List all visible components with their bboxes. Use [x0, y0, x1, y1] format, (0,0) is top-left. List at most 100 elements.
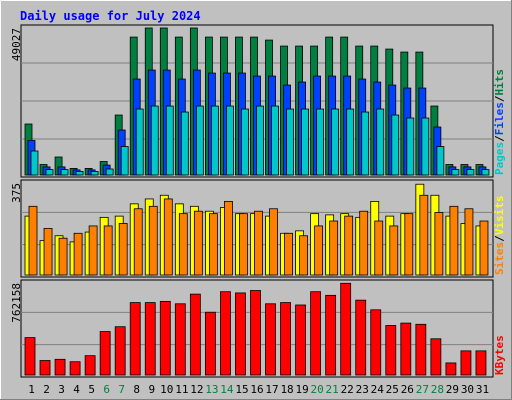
day-label-22: 22	[341, 383, 354, 396]
bar-sites-day-14	[224, 200, 233, 276]
bar-kbytes-day-4	[69, 361, 81, 376]
day-label-20: 20	[311, 383, 324, 396]
bar-sites-day-3	[58, 237, 68, 276]
bar-kbytes-day-29	[445, 362, 457, 376]
bar-kbytes-day-5	[84, 355, 96, 376]
bar-kbytes-day-15	[235, 292, 246, 376]
day-label-26: 26	[401, 383, 414, 396]
legend-entry: Sites	[493, 242, 506, 275]
bar-sites-day-17	[269, 208, 278, 276]
panel-legend: Sites/Visits	[493, 196, 506, 276]
bar-pages-day-31	[481, 169, 490, 176]
panel-legend: Pages/Files/Hits	[493, 69, 506, 175]
bar-sites-day-26	[404, 213, 414, 276]
day-label-27: 27	[416, 383, 429, 396]
bar-sites-day-27	[419, 194, 429, 276]
bar-pages-day-15	[241, 108, 249, 176]
bar-sites-day-12	[193, 210, 203, 276]
day-label-21: 21	[326, 383, 339, 396]
chart-panels: 49027Pages/Files/Hits375Sites/Visits7621…	[10, 24, 506, 378]
bar-pages-day-13	[210, 105, 219, 176]
bar-kbytes-day-20	[310, 291, 322, 376]
day-label-29: 29	[446, 383, 459, 396]
bar-pages-day-5	[90, 171, 99, 176]
bar-pages-day-30	[466, 169, 475, 176]
bar-sites-day-21	[329, 220, 339, 276]
bar-kbytes-day-13	[204, 311, 216, 376]
day-label-7: 7	[118, 383, 125, 396]
bar-pages-day-26	[406, 117, 415, 176]
day-label-19: 19	[295, 383, 308, 396]
bar-kbytes-day-17	[265, 303, 276, 376]
legend-entry: /	[493, 235, 506, 242]
bar-sites-day-25	[389, 225, 399, 276]
day-label-13: 13	[205, 383, 218, 396]
bar-pages-day-18	[286, 108, 294, 176]
bar-sites-day-9	[148, 205, 158, 276]
day-label-8: 8	[133, 383, 140, 396]
bar-kbytes-day-28	[430, 338, 442, 376]
bar-pages-day-28	[436, 146, 445, 176]
day-labels: 1 2 3 4 5 6 7 8 9 10 11 12 13 14 15 16 17 18 19 20 21 22 23 24 2…	[28, 383, 489, 396]
day-label-24: 24	[371, 383, 385, 396]
chart-title: Daily usage for July 2024	[20, 9, 201, 23]
bar-kbytes-day-9	[144, 302, 156, 376]
bar-kbytes-day-30	[460, 350, 472, 376]
panel-max-value: 375	[10, 183, 23, 203]
bar-kbytes-day-21	[325, 294, 337, 376]
panel-legend: KBytes	[493, 335, 506, 375]
bar-kbytes-day-7	[114, 326, 126, 376]
bar-kbytes-day-14	[220, 291, 231, 376]
day-label-1: 1	[28, 383, 35, 396]
bar-kbytes-day-31	[475, 350, 487, 376]
bar-kbytes-day-22	[340, 282, 352, 376]
legend-entry: Files	[493, 102, 506, 135]
bar-pages-day-2	[45, 169, 54, 176]
legend-entry: Pages	[493, 142, 506, 175]
bar-sites-day-20	[314, 225, 324, 276]
bar-pages-day-7	[120, 146, 129, 176]
bar-sites-day-29	[449, 205, 459, 276]
bar-kbytes-day-2	[39, 360, 51, 376]
legend-entry: Visits	[493, 196, 506, 236]
bar-sites-day-2	[43, 227, 53, 276]
bar-sites-day-30	[464, 208, 474, 276]
bar-pages-day-22	[346, 108, 355, 176]
bar-kbytes-day-19	[295, 304, 306, 376]
bar-kbytes-day-26	[400, 322, 412, 376]
bar-pages-day-19	[301, 108, 309, 176]
bar-sites-day-23	[359, 210, 369, 276]
bar-sites-day-31	[479, 220, 489, 276]
day-label-4: 4	[73, 383, 80, 396]
bar-pages-day-27	[421, 117, 430, 176]
bar-pages-day-17	[271, 105, 279, 176]
bar-pages-day-14	[226, 105, 234, 176]
legend-entry: Hits	[493, 69, 506, 96]
day-label-17: 17	[265, 383, 278, 396]
panel-max-value: 49027	[10, 28, 23, 61]
bar-pages-day-9	[150, 105, 159, 176]
bar-kbytes-day-6	[99, 331, 111, 376]
bar-sites-day-13	[208, 213, 218, 276]
bar-kbytes-day-24	[370, 309, 382, 376]
day-label-18: 18	[280, 383, 293, 396]
panel-kbytes: 762158 KBytes	[10, 279, 506, 378]
day-label-25: 25	[386, 383, 399, 396]
legend-entry: /	[493, 95, 506, 102]
panel-visits-sites: 375 Sites/Visits	[10, 179, 506, 278]
bar-sites-day-8	[133, 208, 143, 276]
legend-entry: /	[493, 135, 506, 142]
bar-kbytes-day-25	[385, 325, 397, 376]
bar-sites-day-19	[299, 235, 308, 276]
bar-pages-day-24	[376, 108, 385, 176]
bar-sites-day-24	[374, 220, 384, 276]
bar-pages-day-1	[30, 150, 39, 176]
bar-sites-day-15	[239, 213, 248, 276]
bar-pages-day-23	[361, 111, 370, 176]
bar-pages-day-3	[60, 169, 69, 176]
day-label-15: 15	[235, 383, 248, 396]
bar-kbytes-day-18	[280, 302, 291, 376]
bar-sites-day-22	[344, 215, 354, 276]
